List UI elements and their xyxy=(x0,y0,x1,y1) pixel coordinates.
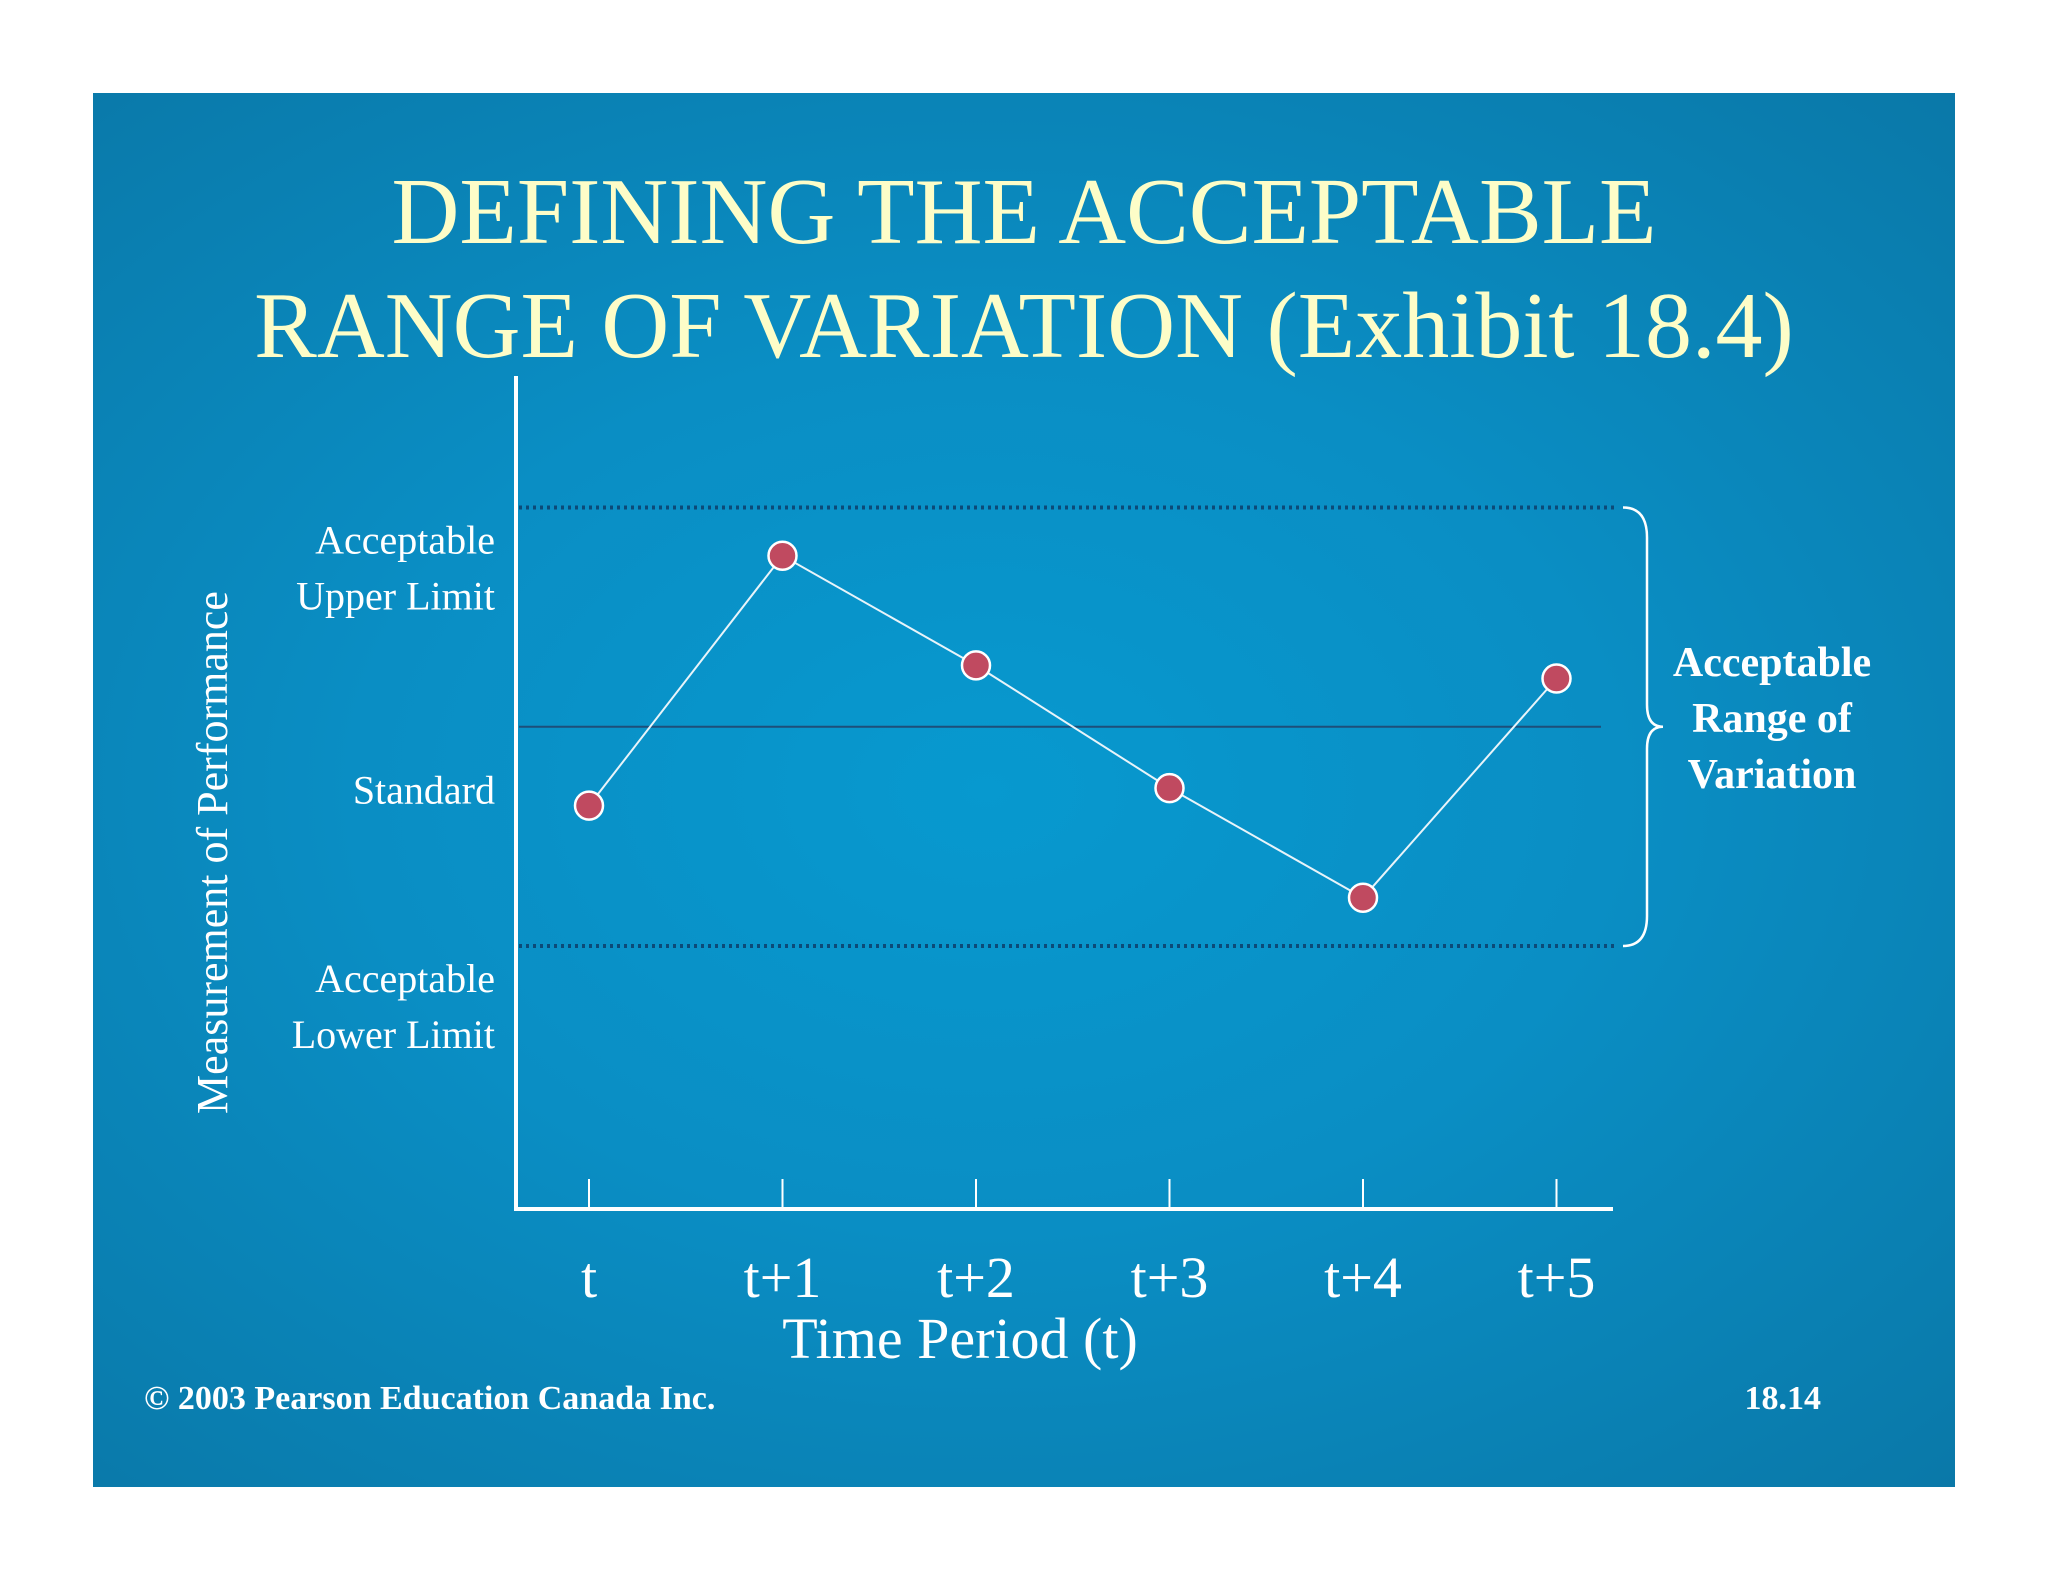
x-tick-label: t+3 xyxy=(1131,1245,1209,1310)
range-brace xyxy=(1622,506,1664,948)
data-point xyxy=(573,790,605,821)
data-point xyxy=(1347,882,1379,913)
range-label: Range of xyxy=(1692,696,1853,742)
x-tick-label: t+5 xyxy=(1518,1245,1596,1310)
y-level-label: Upper Limit xyxy=(296,574,495,619)
slide-number: 18.14 xyxy=(1744,1380,1822,1417)
data-point xyxy=(1541,663,1572,694)
data-point xyxy=(1154,772,1185,804)
x-axis-label: Time Period (t) xyxy=(782,1306,1138,1371)
title-line-1: DEFINING THE ACCEPTABLE xyxy=(391,160,1657,264)
copyright-notice: © 2003 Pearson Education Canada Inc. xyxy=(144,1380,716,1417)
y-level-label: Standard xyxy=(353,768,495,813)
range-label: Acceptable xyxy=(1673,640,1871,686)
chart: Acceptable Upper Limit Standard Acceptable L… xyxy=(188,376,1871,1371)
y-level-label: Acceptable xyxy=(315,956,495,1001)
y-level-label: Acceptable xyxy=(315,518,495,563)
range-label: Variation xyxy=(1688,752,1857,798)
x-tick-label: t+1 xyxy=(744,1245,822,1310)
x-tick-label: t xyxy=(581,1245,597,1310)
x-tick-label: t+4 xyxy=(1324,1245,1402,1310)
slide-title: DEFINING THE ACCEPTABLE RANGE OF VARIATI… xyxy=(93,155,1955,383)
data-point xyxy=(767,540,798,572)
y-axis-label: Measurement of Performance xyxy=(188,591,237,1114)
series-line xyxy=(588,554,1558,899)
slide: DEFINING THE ACCEPTABLE RANGE OF VARIATI… xyxy=(93,93,1955,1487)
title-line-2: RANGE OF VARIATION (Exhibit 18.4) xyxy=(254,274,1794,378)
data-point xyxy=(960,650,992,681)
y-level-label: Lower Limit xyxy=(292,1012,495,1057)
x-tick-label: t+2 xyxy=(937,1245,1015,1310)
